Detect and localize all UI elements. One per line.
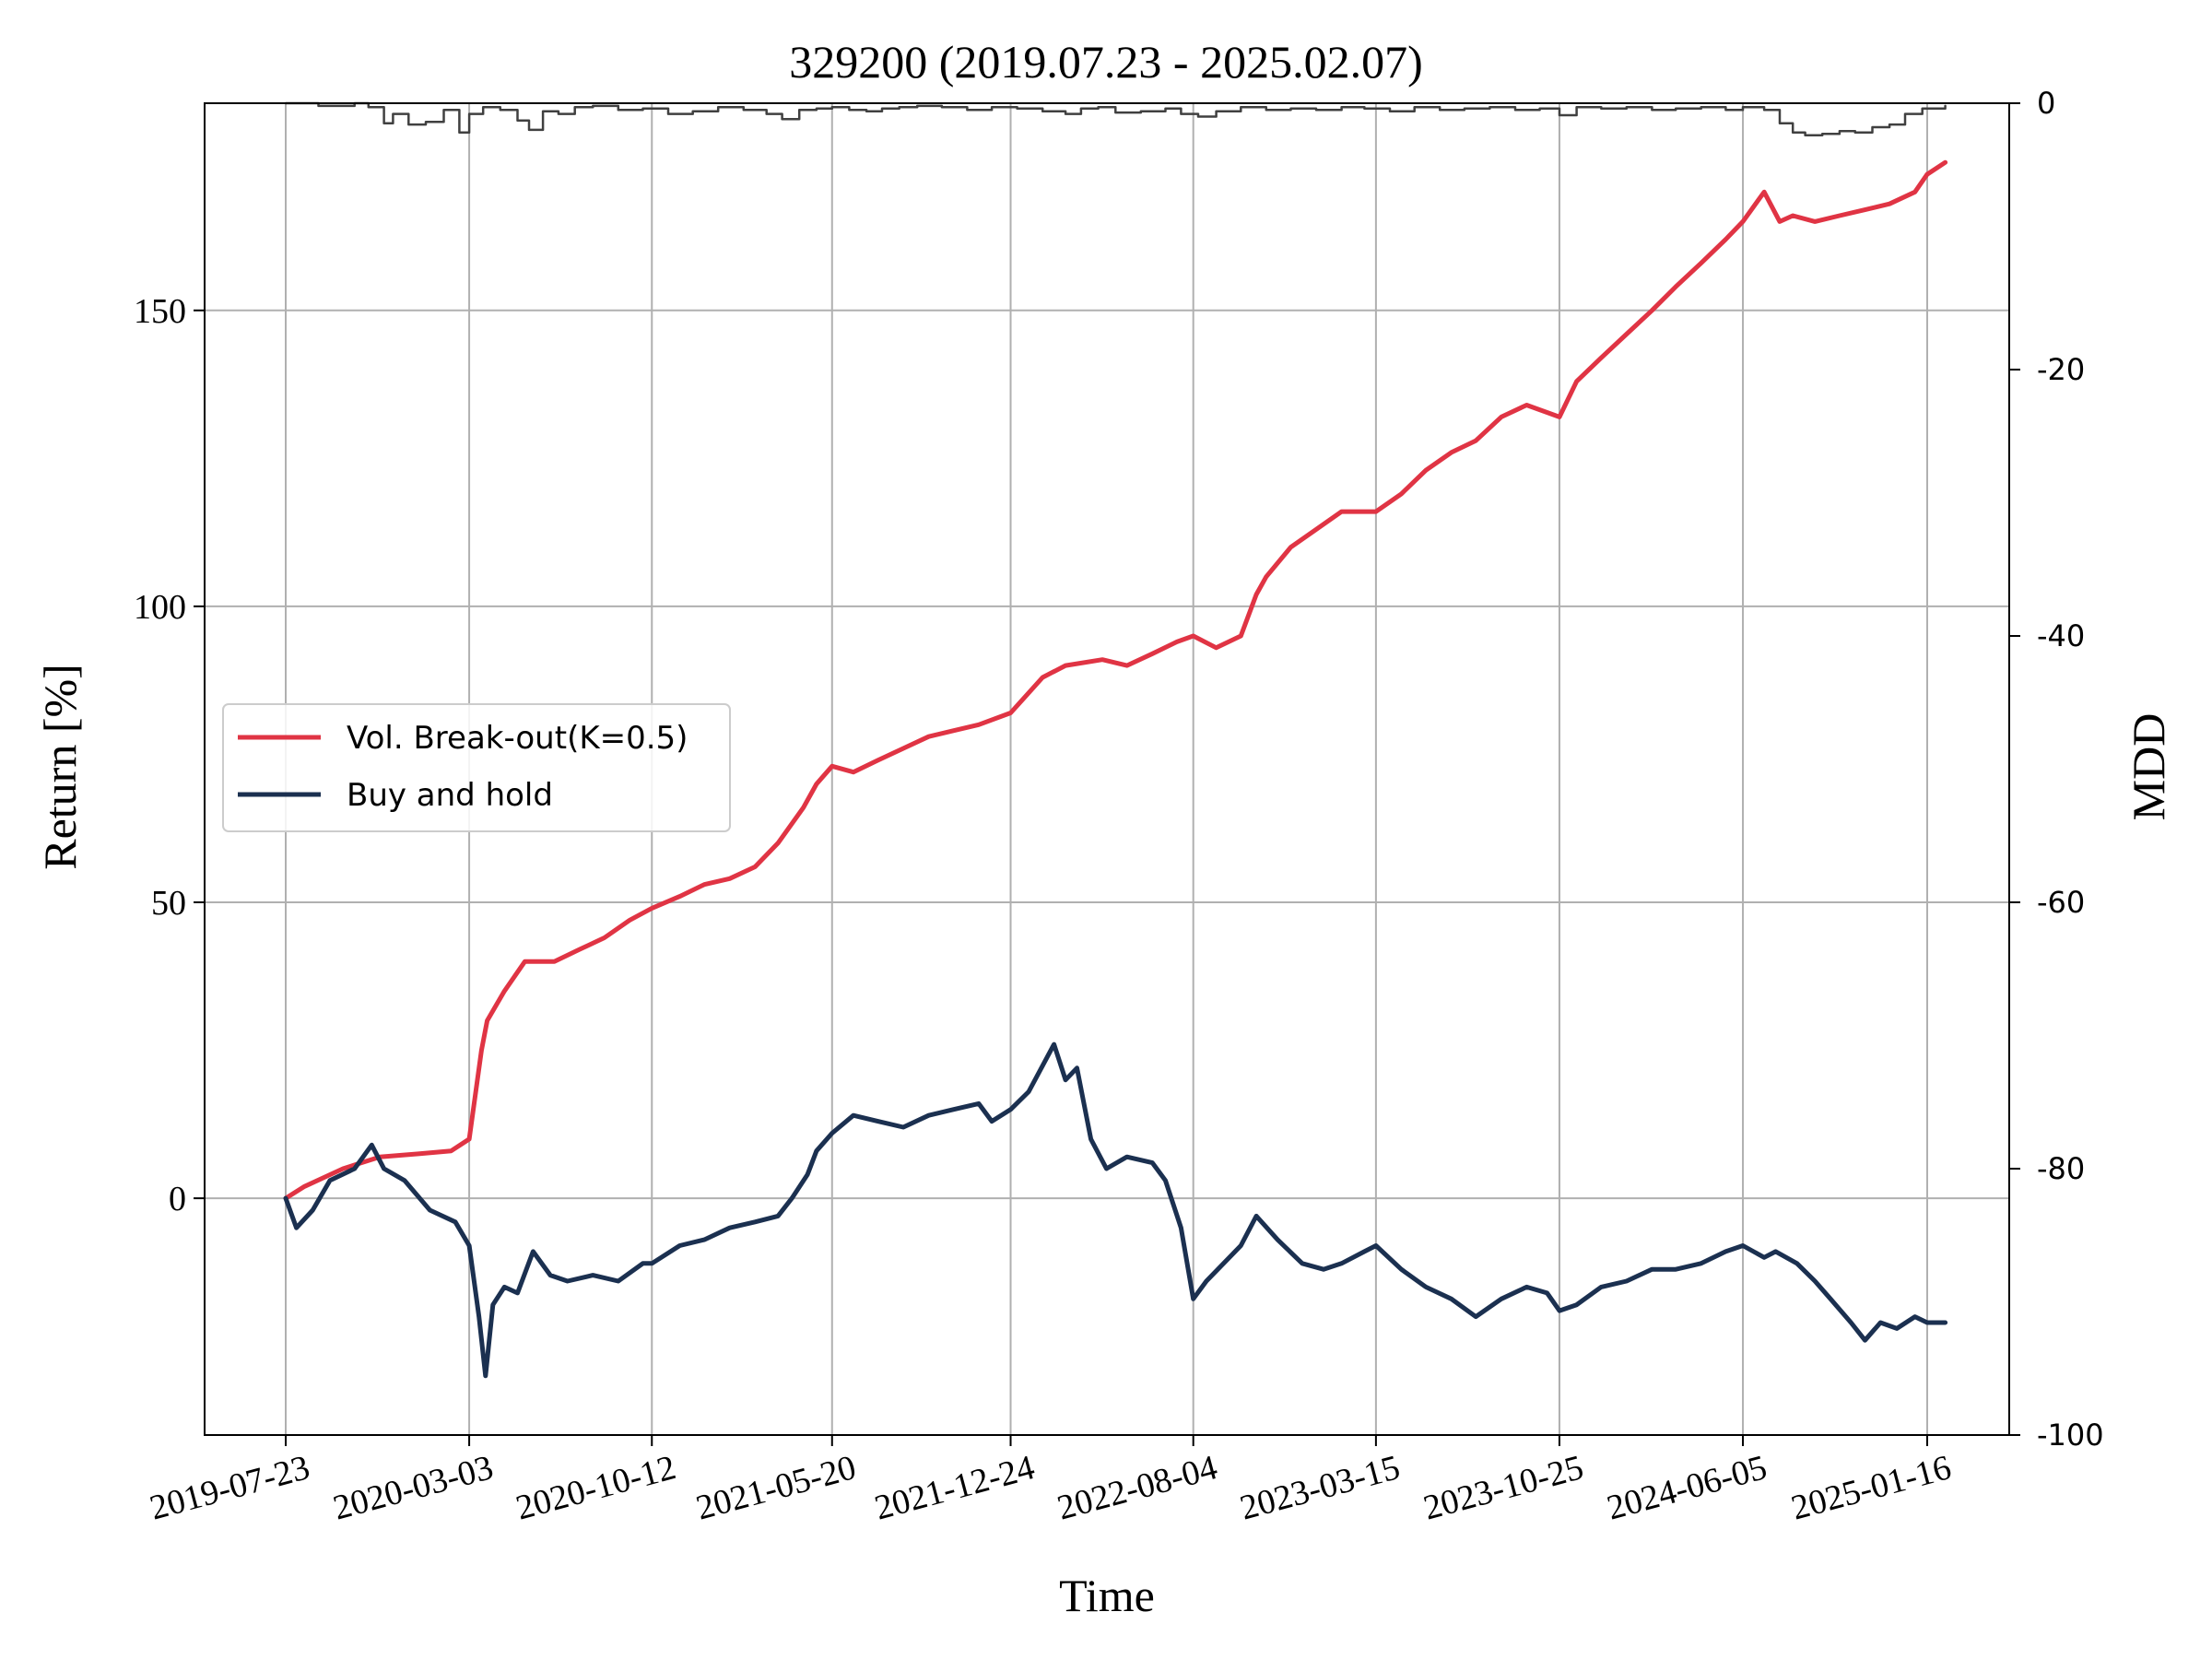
legend-label-vol-breakout: Vol. Break-out(K=0.5) (347, 720, 688, 757)
chart-title: 329200 (2019.07.23 - 2025.02.07) (789, 36, 1422, 88)
legend-box (222, 703, 731, 832)
legend: Vol. Break-out(K=0.5) Buy and hold (222, 703, 731, 832)
y2-tick-label: -100 (2037, 1418, 2104, 1453)
y-grid (205, 309, 2009, 1200)
y2-tick-label: 0 (2037, 86, 2055, 121)
series-line-mdd (284, 101, 1947, 136)
y-tick-label: 50 (151, 884, 186, 923)
y2-axis-label: MDD (2123, 713, 2174, 821)
y-tick-label: 100 (134, 588, 186, 627)
y-axis-label: Return [%] (34, 664, 86, 870)
y2-tick-label: -20 (2037, 352, 2085, 387)
series-line-vol-breakout (283, 159, 1948, 1201)
y2-tick-label: -60 (2037, 885, 2085, 920)
y-tick-label: 150 (134, 292, 186, 331)
y2-tick-label: -80 (2037, 1151, 2085, 1186)
plot-frame (204, 102, 2010, 1436)
y2-axis-ticks: 0 -20 -40 -60 -80 -100 (2009, 86, 2104, 1453)
x-axis-label: Time (1059, 1570, 1155, 1621)
y-axis-ticks: 0 50 100 150 (134, 292, 205, 1218)
series-layer (283, 101, 1948, 1379)
y-tick-label: 0 (169, 1180, 186, 1218)
legend-label-buy-and-hold: Buy and hold (347, 777, 553, 814)
y2-tick-label: -40 (2037, 618, 2085, 653)
series-line-buy-and-hold (283, 1041, 1948, 1379)
